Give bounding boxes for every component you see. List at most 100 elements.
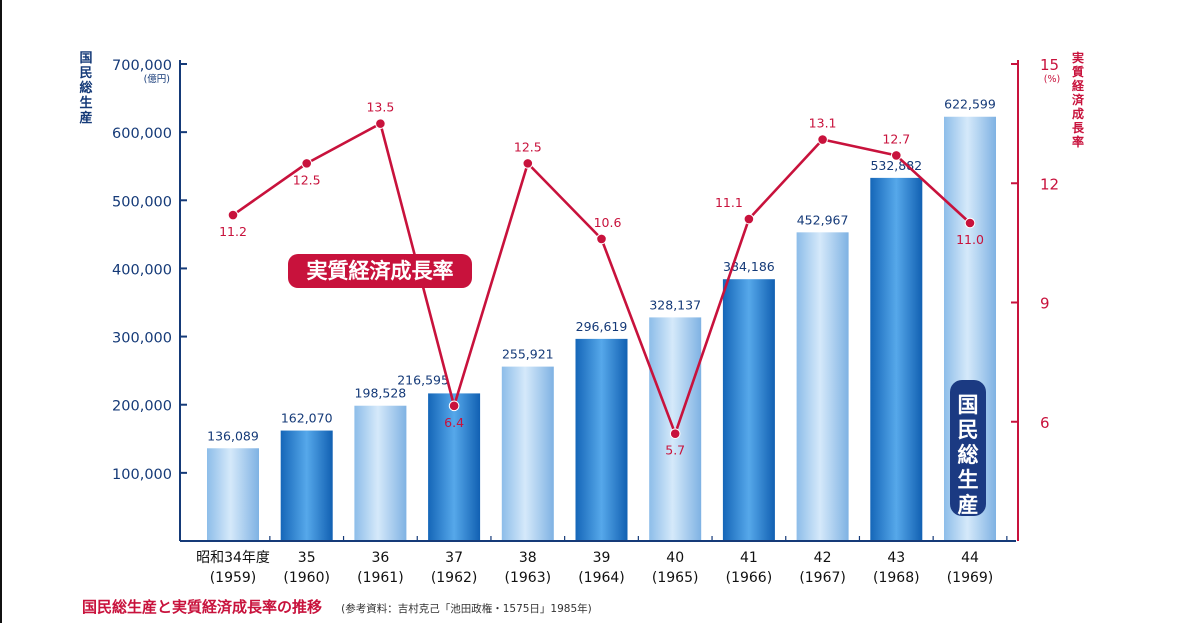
x-tick-year: (1963) <box>505 570 552 586</box>
gnp-bars <box>207 116 996 542</box>
growth-point <box>522 158 534 169</box>
gnp-value-label: 328,137 <box>649 297 701 312</box>
x-tick-year: (1961) <box>357 570 404 586</box>
gnp-value-label: 162,070 <box>281 411 333 426</box>
gnp-badge-box <box>950 380 986 516</box>
gnp-value-label: 622,599 <box>944 97 996 112</box>
growth-point <box>743 213 755 225</box>
gnp-value-label: 136,089 <box>207 428 259 443</box>
growth-value-label: 6.4 <box>444 415 464 430</box>
growth-point <box>669 428 681 439</box>
growth-value-label: 11.1 <box>715 195 743 210</box>
x-tick-year: (1962) <box>431 570 478 586</box>
x-tick-label: 38 <box>519 550 537 566</box>
left-tick-label: 100,000 <box>112 467 172 483</box>
left-axis-title-char: 生 <box>79 95 92 111</box>
gnp-bar <box>796 232 849 542</box>
left-tick-label: 500,000 <box>112 194 172 210</box>
gnp-value-label: 255,921 <box>502 347 554 362</box>
left-axis-title-char: 総 <box>79 80 92 96</box>
gnp-value-label: 198,528 <box>355 386 407 401</box>
growth-point <box>596 233 607 245</box>
left-tick-label: 400,000 <box>112 262 172 278</box>
growth-point <box>817 134 828 145</box>
left-axis-title-char: 民 <box>79 66 92 81</box>
gnp-bar <box>870 177 923 542</box>
gnp-badge-char: 国 <box>958 393 979 417</box>
x-tick-label: 36 <box>371 550 389 566</box>
gnp-bar <box>428 393 481 541</box>
gnp-bar <box>722 279 775 541</box>
gnp-value-label: 532,882 <box>870 158 922 173</box>
x-tick-label: 44 <box>961 550 979 566</box>
x-tick-year: (1969) <box>947 570 994 586</box>
growth-value-label: 11.0 <box>956 232 984 247</box>
gnp-value-label: 296,619 <box>576 319 628 334</box>
left-axis-title-char: 国 <box>79 51 92 66</box>
growth-value-label: 12.5 <box>514 139 542 154</box>
growth-line: 11.2 12.5 13.5 6.4 12.5 10.6 5.7 11.1 13.1 12.7 11… <box>219 100 984 458</box>
right-axis-title-char: 長 <box>1072 120 1085 135</box>
gnp-bar <box>354 405 407 541</box>
gnp-bar <box>207 448 259 541</box>
x-tick-year: (1968) <box>873 570 920 586</box>
x-tick-label: 40 <box>666 550 684 566</box>
x-tick-label: 昭和34年度 <box>196 550 270 566</box>
right-axis-title-char: 実 <box>1072 50 1084 65</box>
gnp-value-label: 384,186 <box>723 259 775 274</box>
growth-point <box>227 209 239 221</box>
x-tick-year: (1960) <box>283 570 330 586</box>
growth-point <box>964 217 976 229</box>
left-axis-title-char: 産 <box>79 110 92 126</box>
right-tick-label: 12 <box>1040 175 1059 193</box>
x-tick-label: 37 <box>445 550 463 566</box>
caption-source: (参考資料：吉村克己「池田政権・1575日」1985年) <box>341 603 592 615</box>
x-tick-year: (1965) <box>652 570 699 586</box>
right-axis-unit: (%) <box>1044 74 1060 85</box>
gnp-value-label: 216,595 <box>397 372 449 387</box>
right-tick-label: 15 <box>1040 56 1059 74</box>
gnp-bar <box>501 366 554 541</box>
left-axis-unit: (億円) <box>144 73 170 85</box>
left-tick-label: 300,000 <box>112 331 172 347</box>
growth-point <box>448 400 460 412</box>
growth-value-label: 12.5 <box>293 172 321 187</box>
chart-caption: 国民総生産と実質経済成長率の推移 (参考資料：吉村克己「池田政権・1575日」1… <box>82 596 592 617</box>
right-tick-label: 6 <box>1040 414 1050 432</box>
left-tick-label: 200,000 <box>112 399 172 415</box>
gnp-bar <box>280 430 333 541</box>
growth-value-label: 13.1 <box>809 116 837 131</box>
growth-value-label: 10.6 <box>594 215 622 230</box>
right-tick-label: 9 <box>1040 295 1050 313</box>
growth-value-label: 13.5 <box>366 100 394 115</box>
right-axis-title-char: 済 <box>1072 92 1085 107</box>
x-tick-year: (1966) <box>726 570 773 586</box>
growth-value-label: 5.7 <box>665 443 685 458</box>
axes: 100,000 200,000 300,000 400,000 500,000 600,0… <box>79 50 1085 586</box>
growth-value-label: 12.7 <box>882 131 910 146</box>
x-tick-year: (1964) <box>578 570 625 586</box>
growth-point <box>891 150 902 161</box>
legend: 実質経済成長率 <box>288 254 472 288</box>
growth-value-label: 11.2 <box>219 224 247 239</box>
frame-edge <box>0 0 2 623</box>
gnp-badge-char: 産 <box>958 493 979 517</box>
gnp-bar <box>575 338 628 541</box>
gnp-legend-badge: 国民総生産 <box>950 380 986 517</box>
left-tick-label: 700,000 <box>112 58 172 74</box>
x-tick-year: (1959) <box>210 570 257 586</box>
right-axis-title-char: 質 <box>1072 64 1084 79</box>
left-tick-label: 600,000 <box>112 126 172 142</box>
x-tick-label: 39 <box>593 550 611 566</box>
right-axis-title-char: 率 <box>1072 134 1084 149</box>
x-tick-label: 42 <box>814 550 832 566</box>
growth-legend-label: 実質経済成長率 <box>307 259 454 283</box>
gnp-badge-char: 民 <box>958 418 979 442</box>
gnp-value-label: 452,967 <box>797 212 849 227</box>
gnp-badge-char: 生 <box>958 468 979 492</box>
caption-title: 国民総生産と実質経済成長率の推移 <box>82 598 323 616</box>
x-tick-label: 35 <box>298 550 316 566</box>
growth-point <box>375 118 386 129</box>
